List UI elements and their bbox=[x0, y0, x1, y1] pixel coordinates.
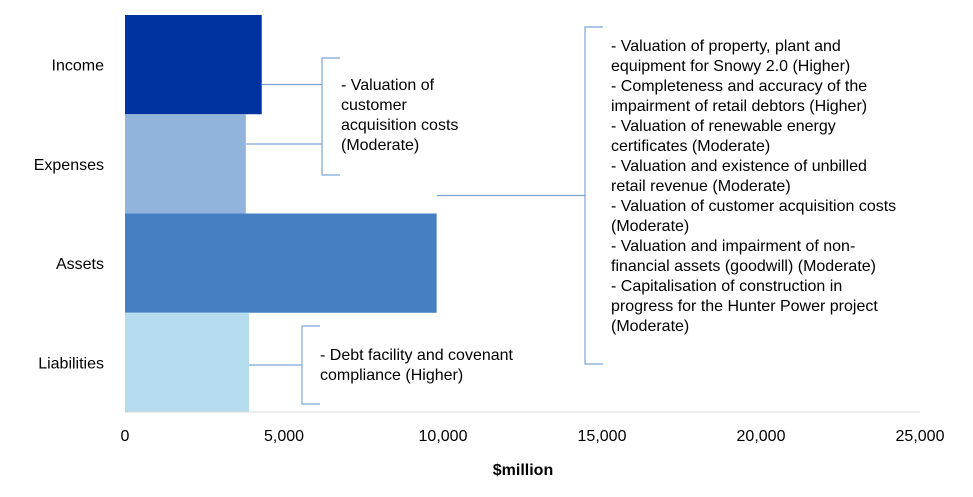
annotation-liabilities: - Debt facility and covenant compliance … bbox=[320, 347, 513, 384]
category-label-income: Income bbox=[52, 58, 105, 75]
x-tick-label: 15,000 bbox=[578, 428, 627, 445]
bars-group bbox=[125, 15, 437, 412]
x-tick-label: 25,000 bbox=[896, 428, 945, 445]
bracket-income-expenses bbox=[321, 57, 340, 176]
category-label-expenses: Expenses bbox=[34, 157, 104, 174]
x-tick-label: 10,000 bbox=[419, 428, 468, 445]
bar-income bbox=[125, 15, 262, 115]
x-tick-label: 5,000 bbox=[264, 428, 304, 445]
bracket-liabilities bbox=[301, 325, 320, 405]
x-axis: 0 5,000 10,000 15,000 20,000 25,000 bbox=[121, 411, 945, 445]
bar-expenses bbox=[125, 114, 246, 214]
category-label-liabilities: Liabilities bbox=[38, 355, 104, 372]
annotation-income-expenses: - Valuation of customer acquisition cost… bbox=[341, 77, 459, 154]
category-labels-group: Income Expenses Assets Liabilities bbox=[34, 58, 104, 373]
bracket-assets bbox=[584, 26, 603, 365]
x-axis-label: $million bbox=[493, 462, 553, 479]
category-label-assets: Assets bbox=[56, 256, 104, 273]
x-tick-label: 20,000 bbox=[737, 428, 786, 445]
bar-liabilities bbox=[125, 312, 250, 412]
annotation-assets: - Valuation of property, plant and equip… bbox=[611, 38, 897, 335]
annotation-connectors bbox=[245, 26, 603, 405]
x-tick-label: 0 bbox=[121, 428, 130, 445]
bar-assets bbox=[125, 213, 437, 313]
